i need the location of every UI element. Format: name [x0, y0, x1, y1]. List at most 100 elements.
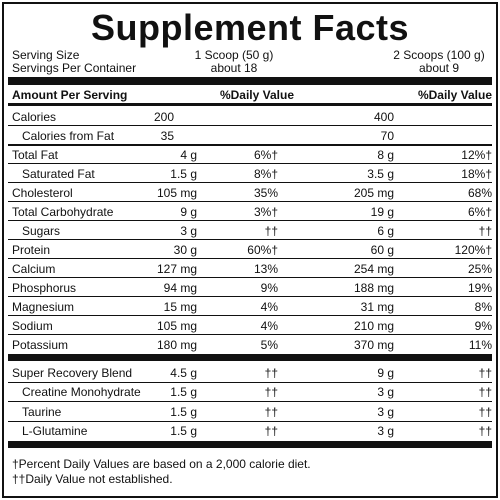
daily-value: 3%†: [253, 204, 278, 219]
nutrient-name: Calcium: [12, 261, 56, 276]
servings-label: Servings Per Container: [12, 61, 137, 75]
serving-size: 2 Scoops (100 g): [393, 48, 485, 62]
amount: 3 g: [377, 385, 394, 400]
daily-value: ††: [264, 365, 278, 380]
nutrient-name: Cholesterol: [12, 185, 73, 200]
amount: 254 mg: [353, 261, 394, 276]
amount: 105 mg: [156, 185, 197, 200]
daily-value: 60%†: [247, 242, 278, 257]
serving-size-label: Serving Size: [12, 48, 80, 62]
nutrient-name: Sodium: [12, 318, 53, 333]
amount: 400: [373, 109, 394, 124]
nutrient-name: Calories: [12, 109, 57, 124]
nutrient-name: L-Glutamine: [22, 424, 88, 439]
rule: [8, 220, 492, 221]
footnote: †Percent Daily Values are based on a 2,0…: [12, 457, 311, 471]
rule: [8, 401, 492, 402]
daily-value: ††: [478, 223, 492, 238]
amount: 30 g: [173, 242, 197, 257]
amount: 188 mg: [353, 280, 394, 295]
daily-value: 6%†: [467, 204, 492, 219]
rule: [8, 258, 492, 259]
column-header: Amount Per Serving: [12, 88, 128, 102]
amount: 4.5 g: [170, 365, 197, 380]
column-header: %Daily Value: [417, 88, 492, 102]
amount: 35: [160, 128, 174, 143]
rule: [8, 296, 492, 297]
amount: 60 g: [370, 242, 394, 257]
amount: 370 mg: [353, 337, 394, 352]
title: Supplement Facts: [90, 7, 410, 48]
amount: 8 g: [377, 147, 394, 162]
rule: [8, 163, 492, 164]
daily-value: 18%†: [461, 166, 492, 181]
daily-value: ††: [264, 404, 278, 419]
daily-value: 4%: [260, 299, 278, 314]
amount: 1.5 g: [170, 424, 197, 439]
rule: [8, 182, 492, 183]
footnote: ††Daily Value not established.: [12, 472, 173, 486]
nutrient-name: Potassium: [12, 337, 69, 352]
daily-value: 5%: [260, 337, 278, 352]
amount: 3 g: [377, 404, 394, 419]
amount: 200: [153, 109, 174, 124]
daily-value: ††: [478, 404, 492, 419]
thick-rule: [8, 77, 492, 85]
nutrient-name: Saturated Fat: [22, 166, 95, 181]
rule: [8, 334, 492, 335]
daily-value: 120%†: [454, 242, 492, 257]
amount: 9 g: [377, 365, 394, 380]
amount: 1.5 g: [170, 385, 197, 400]
rule: [8, 144, 492, 146]
daily-value: ††: [264, 424, 278, 439]
amount: 70: [380, 128, 394, 143]
nutrient-name: Creatine Monohydrate: [22, 385, 141, 400]
daily-value: 4%: [260, 318, 278, 333]
amount: 3 g: [180, 223, 197, 238]
daily-value: 68%: [467, 185, 492, 200]
amount: 205 mg: [353, 185, 394, 200]
rule: [8, 420, 492, 422]
thick-rule: [8, 354, 492, 361]
nutrient-name: Taurine: [22, 404, 62, 419]
amount: 31 mg: [360, 299, 394, 314]
nutrient-name: Magnesium: [12, 299, 75, 314]
daily-value: 8%†: [253, 166, 278, 181]
daily-value: 25%: [467, 261, 492, 276]
amount: 19 g: [370, 204, 394, 219]
daily-value: 19%: [467, 280, 492, 295]
rule: [8, 125, 492, 126]
column-header: %Daily Value: [219, 88, 294, 102]
amount: 6 g: [377, 223, 394, 238]
daily-value: 9%: [474, 318, 492, 333]
rule: [8, 239, 492, 240]
daily-value: 35%: [253, 185, 278, 200]
nutrient-name: Total Fat: [12, 147, 59, 162]
amount: 3 g: [377, 424, 394, 439]
nutrient-name: Phosphorus: [12, 280, 77, 295]
rule: [8, 201, 492, 202]
daily-value: ††: [478, 365, 492, 380]
thick-rule: [8, 441, 492, 448]
amount: 94 mg: [163, 280, 197, 295]
nutrient-name: Sugars: [22, 223, 61, 238]
amount: 1.5 g: [170, 404, 197, 419]
daily-value: 13%: [253, 261, 278, 276]
amount: 9 g: [180, 204, 197, 219]
daily-value: 11%: [468, 337, 492, 352]
daily-value: 9%: [260, 280, 278, 295]
servings: about 18: [210, 61, 258, 75]
nutrient-name: Protein: [12, 242, 51, 257]
rule: [8, 381, 492, 383]
daily-value: ††: [264, 385, 278, 400]
daily-value: 6%†: [253, 147, 278, 162]
amount: 105 mg: [156, 318, 197, 333]
amount: 4 g: [180, 147, 197, 162]
amount: 15 mg: [163, 299, 197, 314]
rule: [8, 277, 492, 278]
daily-value: 8%: [474, 299, 492, 314]
amount: 3.5 g: [367, 166, 394, 181]
amount: 127 mg: [156, 261, 197, 276]
